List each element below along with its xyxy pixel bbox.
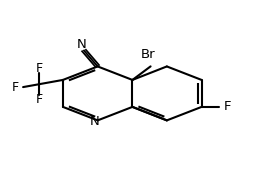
- Text: F: F: [224, 100, 231, 113]
- Text: N: N: [77, 38, 87, 51]
- Text: N: N: [90, 115, 100, 128]
- Text: F: F: [36, 62, 43, 75]
- Text: F: F: [12, 81, 19, 94]
- Text: Br: Br: [141, 48, 156, 61]
- Text: F: F: [36, 93, 43, 106]
